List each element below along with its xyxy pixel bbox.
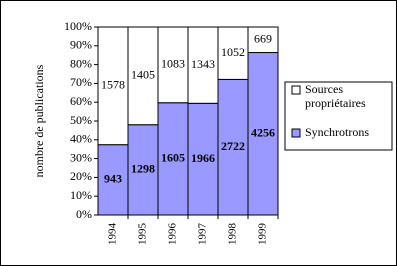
data-label: 1966	[191, 151, 215, 165]
y-tick-label: 70%	[70, 75, 92, 89]
data-label: 943	[104, 172, 122, 186]
data-label: 1578	[101, 78, 125, 92]
y-axis-label: nombre de publications	[32, 64, 46, 177]
legend-swatch	[291, 85, 301, 95]
data-label: 2722	[221, 139, 245, 153]
data-label: 1343	[191, 57, 215, 71]
x-tick-label: 1998	[227, 223, 239, 246]
bar-segment	[97, 144, 129, 216]
data-label: 4256	[251, 126, 275, 140]
y-tick-label: 30%	[70, 150, 92, 164]
y-tick-label: 0%	[76, 207, 92, 221]
data-label: 1052	[221, 45, 245, 59]
bar-segment	[217, 26, 249, 80]
data-label: 669	[254, 32, 272, 46]
y-tick-label: 60%	[70, 94, 92, 108]
bar-segment	[127, 26, 159, 126]
bar-segment	[247, 26, 279, 54]
legend-swatch	[291, 128, 301, 138]
bar-segment	[187, 102, 219, 216]
x-tick-label: 1996	[167, 223, 179, 246]
legend-label: Sources propriétaires	[305, 82, 366, 110]
y-tick-label: 40%	[70, 132, 92, 146]
legend-box	[284, 81, 393, 151]
y-tick-label: 100%	[64, 19, 92, 33]
x-tick-label: 1995	[137, 223, 149, 246]
y-tick-label: 90%	[70, 38, 92, 52]
x-tick-label: 1997	[197, 223, 209, 246]
bar-segment	[157, 26, 189, 104]
y-tick-label: 80%	[70, 56, 92, 70]
legend-label: Synchrotrons	[305, 125, 369, 139]
data-label: 1405	[131, 68, 155, 82]
x-tick-label: 1999	[257, 223, 269, 246]
data-label: 1298	[131, 162, 155, 176]
y-tick-label: 10%	[70, 188, 92, 202]
y-tick-label: 50%	[70, 113, 92, 127]
data-label: 1605	[161, 151, 185, 165]
data-label: 1083	[161, 57, 185, 71]
y-tick-label: 20%	[70, 169, 92, 183]
bar-segment	[247, 52, 279, 216]
x-tick-label: 1994	[107, 223, 119, 246]
